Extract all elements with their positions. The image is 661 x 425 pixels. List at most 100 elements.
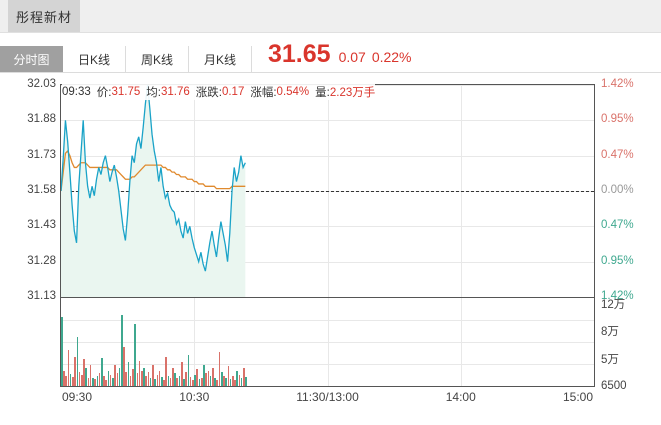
info-volume-value: 2.23万手 (329, 87, 376, 99)
volume-bar (189, 376, 192, 386)
tab-intraday-label: 分时图 (13, 52, 50, 67)
percent-tick-label: 1.42% (601, 78, 634, 90)
volume-bar (129, 375, 132, 386)
volume-tick-label: 8万 (601, 326, 619, 339)
volume-bar (154, 379, 156, 386)
info-avg-value: 31.76 (160, 86, 190, 98)
volume-tick-label: 6500 (601, 380, 627, 392)
volume-bar (149, 377, 152, 386)
percent-tick-label: 0.95% (601, 254, 634, 267)
volume-bar (169, 378, 172, 386)
volume-bar (87, 377, 90, 386)
volume-bar (238, 374, 241, 386)
price-panel (61, 85, 594, 297)
intraday-chart[interactable] (60, 84, 595, 387)
time-tick-label: 14:00 (445, 390, 476, 404)
volume-bar (107, 370, 110, 386)
volume-bar (140, 370, 143, 386)
volume-bar (229, 379, 232, 386)
volume-bar (245, 376, 247, 386)
title-bar: 彤程新材 (0, 0, 661, 33)
tab-daily-k-label: 日K线 (77, 52, 110, 67)
volume-gridline (61, 320, 594, 321)
volume-bar (76, 337, 79, 386)
percent-axis-right: 1.42% 0.95% 0.47% 0.00% 0.47% 0.95% 1.42% (601, 78, 661, 302)
volume-bar (136, 373, 139, 386)
price-axis-left: 32.03 31.88 31.73 31.58 31.43 31.28 31.13 (0, 78, 56, 302)
volume-gridline (61, 342, 594, 343)
time-tick-label: 09:30 (61, 390, 93, 404)
percent-tick-label: 0.95% (601, 113, 634, 126)
volume-bar (232, 376, 234, 386)
average-price-line (61, 149, 246, 192)
volume-bar (138, 360, 141, 386)
volume-bar (156, 374, 159, 386)
tab-daily-k[interactable]: 日K线 (63, 46, 126, 72)
volume-bar (114, 365, 116, 386)
volume-bar (176, 377, 179, 386)
volume-bar (78, 372, 81, 386)
volume-bar (158, 370, 161, 386)
price-area-fill (61, 85, 246, 297)
volume-bar (98, 373, 101, 386)
info-price-value: 31.75 (111, 86, 141, 98)
info-pct-label: 涨幅: (250, 87, 277, 99)
volume-bar (123, 346, 125, 386)
volume-tick-label: 12万 (601, 299, 626, 311)
price-tick-label: 31.58 (27, 184, 56, 196)
volume-bar (74, 356, 76, 386)
volume-bar (92, 377, 94, 386)
volume-bar (225, 377, 227, 386)
volume-bar (120, 314, 123, 386)
volume-bar (109, 374, 112, 386)
current-price: 31.65 (268, 40, 331, 68)
volume-bar (234, 379, 236, 386)
volume-bar (152, 365, 154, 386)
volume-axis-right: 12万 8万 5万 6500 (601, 296, 661, 392)
volume-bar (183, 379, 185, 386)
info-time: 09:33 (62, 86, 91, 98)
tab-monthly-k[interactable]: 月K线 (189, 46, 252, 72)
quote-header: 31.65 0.07 0.22% (268, 42, 412, 67)
volume-bar (89, 365, 92, 386)
volume-bar (236, 370, 239, 386)
price-tick-label: 31.13 (27, 290, 56, 302)
volume-gridline (61, 364, 594, 365)
price-tick-label: 32.03 (27, 78, 56, 90)
volume-bar (165, 356, 167, 386)
volume-bar (194, 374, 196, 386)
percent-tick-label: 0.47% (601, 219, 634, 232)
volume-bar (67, 349, 70, 386)
stock-name-tab[interactable]: 彤程新材 (8, 0, 80, 32)
volume-bar (214, 378, 216, 386)
tab-weekly-k[interactable]: 周K线 (126, 46, 189, 72)
price-tick-label: 31.73 (27, 148, 56, 161)
volume-tick-label: 5万 (601, 353, 619, 366)
time-axis: 09:30 10:30 11:30/13:00 14:00 15:00 (60, 390, 595, 410)
volume-bar (216, 379, 219, 386)
time-tick-label: 15:00 (562, 390, 594, 404)
volume-bar (180, 362, 183, 386)
volume-bar (209, 376, 212, 386)
volume-bar (112, 377, 114, 386)
price-tick-label: 31.43 (27, 219, 56, 232)
info-avg-label: 均: (146, 87, 161, 99)
time-tick-label: 10:30 (179, 390, 210, 404)
volume-bar (203, 365, 205, 386)
volume-bar (100, 358, 103, 386)
volume-bar (185, 372, 187, 386)
prev-close-line (61, 191, 594, 192)
volume-bar (63, 370, 65, 386)
volume-bar (207, 370, 210, 386)
tab-intraday[interactable]: 分时图 (0, 46, 63, 72)
volume-bar (198, 379, 201, 386)
info-volume-label: 量: (315, 87, 330, 99)
volume-bar (160, 376, 163, 386)
volume-bar (200, 377, 203, 386)
percent-tick-label: 0.47% (601, 148, 634, 161)
volume-bar (145, 376, 147, 386)
volume-bar (205, 373, 207, 386)
volume-bar (118, 367, 121, 386)
quote-info-bar: 09:33 价: 31.75 均: 31.76 涨跌: 0.17 涨幅: 0.54% 量: 2.23… (62, 84, 376, 100)
volume-bar (192, 380, 194, 386)
